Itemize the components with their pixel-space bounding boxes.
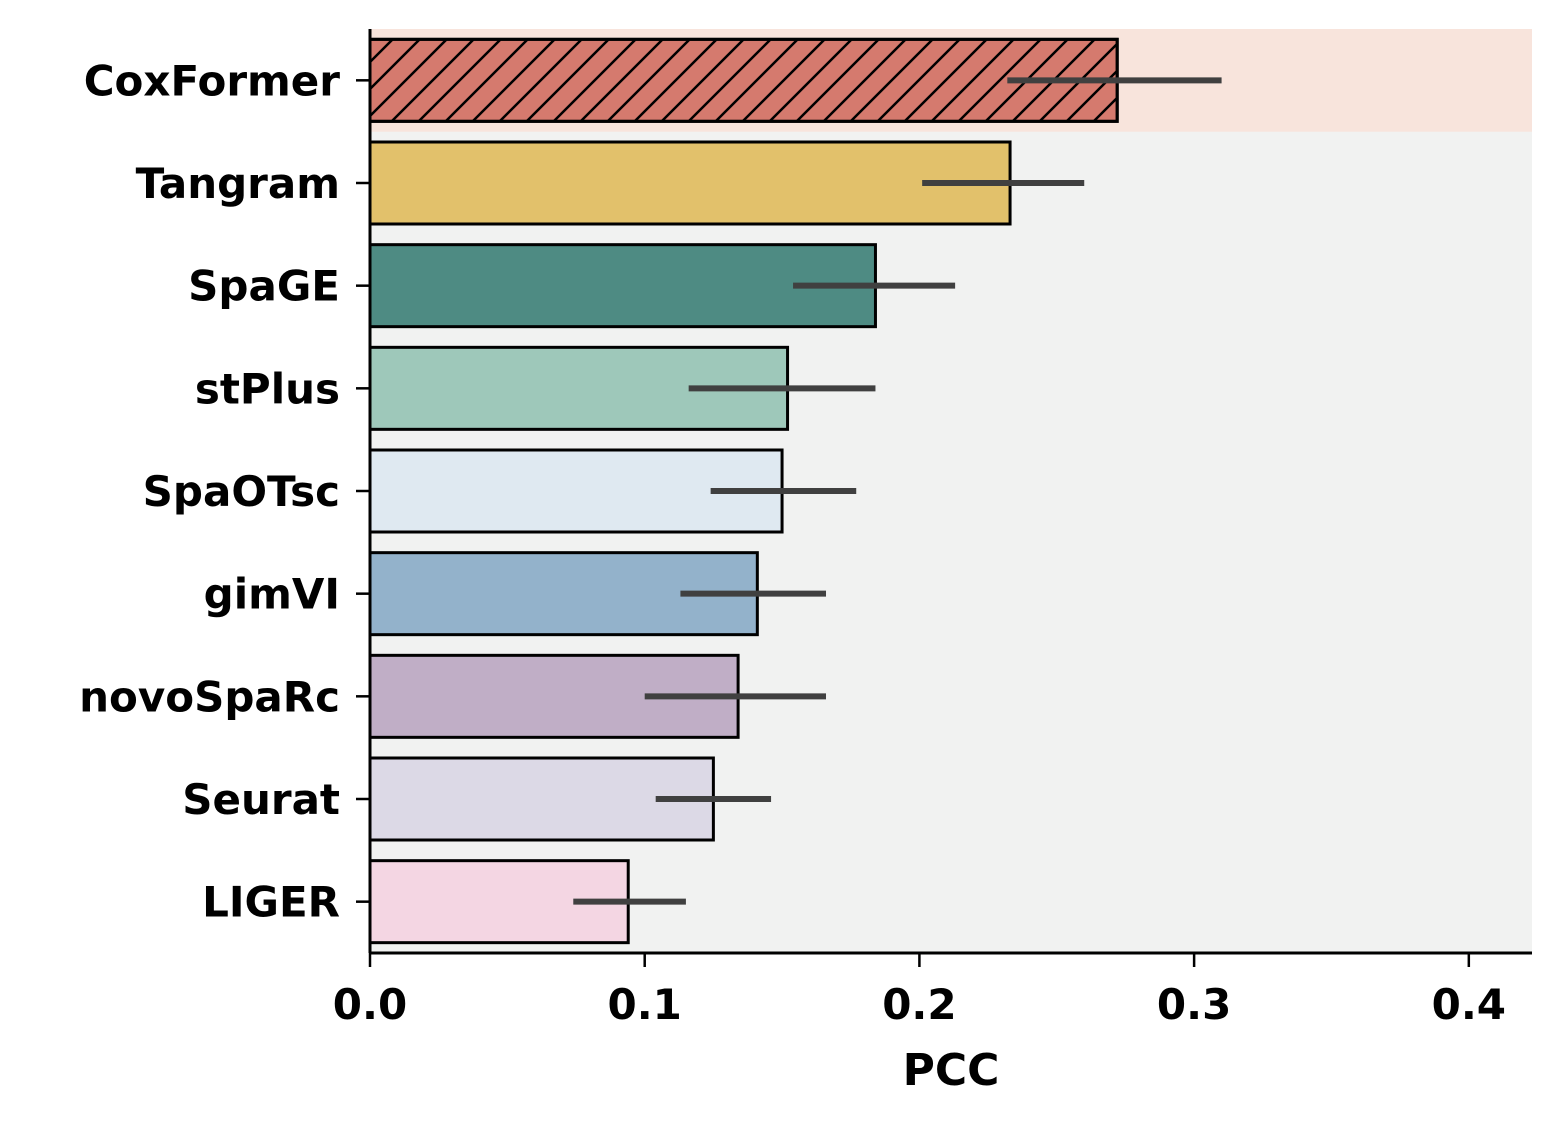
error-bars <box>573 77 1222 905</box>
y-tick-label: Tangram <box>136 159 340 208</box>
y-tick-label: novoSpaRc <box>79 672 340 721</box>
y-tick-label: SpaGE <box>188 262 340 311</box>
y-tick-label: gimVI <box>204 570 340 619</box>
y-tick-label: SpaOTsc <box>143 467 340 516</box>
y-tick-label: Seurat <box>182 775 340 824</box>
bar <box>368 243 877 329</box>
y-tick-label: stPlus <box>195 364 340 413</box>
x-tick-label: 0.2 <box>882 980 956 1029</box>
bar <box>368 140 1012 226</box>
x-tick-label: 0.1 <box>608 980 682 1029</box>
x-tick-label: 0.4 <box>1432 980 1506 1029</box>
bar-hatch <box>368 37 1119 123</box>
x-tick-label: 0.3 <box>1157 980 1231 1029</box>
x-axis-title: PCC <box>903 1045 1000 1096</box>
axes: CoxFormer Tangram SpaGE stPlus SpaOTsc gimVI n… <box>79 29 1532 1029</box>
x-tick-label: 0.0 <box>333 980 407 1029</box>
y-tick-label: LIGER <box>202 878 340 927</box>
y-tick-label: CoxFormer <box>84 56 341 105</box>
